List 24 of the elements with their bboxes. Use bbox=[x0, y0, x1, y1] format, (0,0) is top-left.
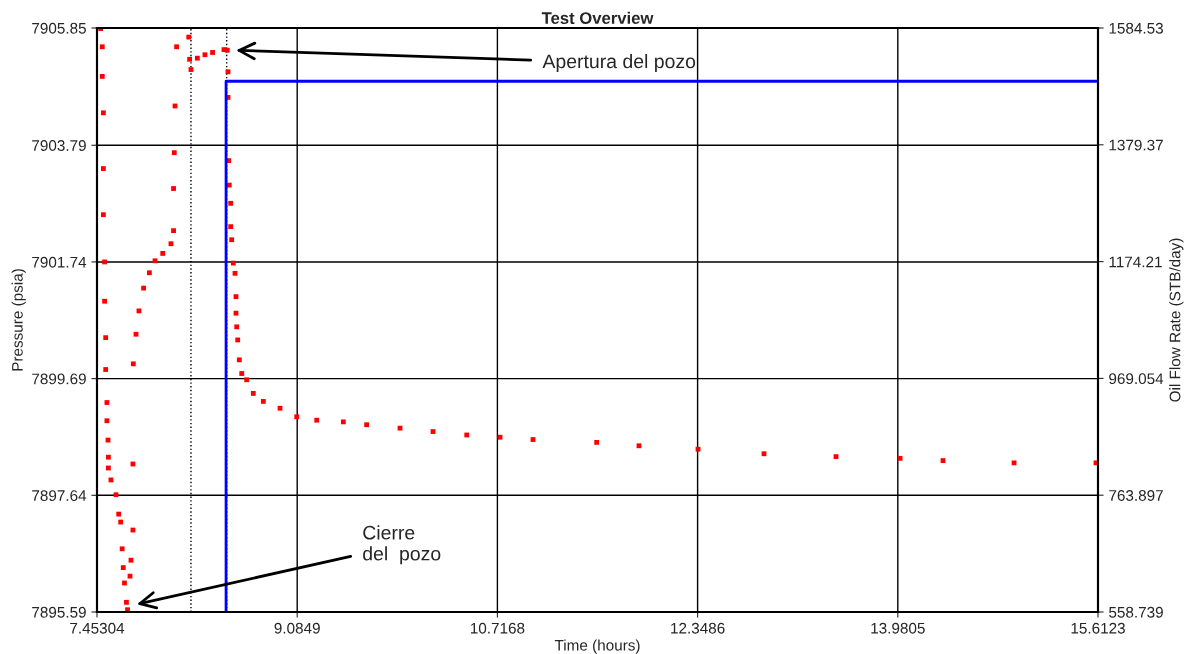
y2-tick-label: 1379.37 bbox=[1109, 139, 1163, 151]
y2-tick-label: 1174.21 bbox=[1109, 256, 1162, 268]
y2-axis-title: Oil Flow Rate (STB/day) bbox=[1169, 238, 1184, 402]
y-tick-label: 7895.59 bbox=[32, 606, 86, 618]
x-tick-label: 13.9805 bbox=[871, 622, 925, 634]
annotation: Apertura del pozo bbox=[542, 53, 696, 73]
annotation: Cierre del pozo bbox=[363, 525, 441, 565]
y-tick-label: 7899.69 bbox=[32, 373, 86, 385]
y2-tick-label: 763.897 bbox=[1109, 490, 1163, 501]
y2-tick-label: 969.054 bbox=[1109, 373, 1164, 385]
chart-title: Test Overview bbox=[541, 11, 654, 24]
x-tick-label: 9.0849 bbox=[274, 622, 320, 634]
x-tick-label: 10.7168 bbox=[470, 622, 525, 634]
y2-tick-label: 1584.53 bbox=[1109, 22, 1163, 34]
y-tick-label: 7905.85 bbox=[32, 22, 86, 34]
y2-tick-label: 558.739 bbox=[1109, 606, 1163, 618]
x-tick-label: 12.3486 bbox=[671, 622, 725, 634]
x-tick-label: 7.45304 bbox=[70, 622, 125, 634]
x-tick-label: 15.6123 bbox=[1071, 622, 1125, 634]
x-axis-title: Time (hours) bbox=[554, 639, 640, 654]
y-tick-label: 7901.74 bbox=[32, 256, 87, 268]
y-tick-label: 7903.79 bbox=[32, 140, 86, 151]
y-tick-label: 7897.64 bbox=[32, 490, 87, 501]
y-axis-title: Pressure (psia) bbox=[11, 269, 26, 371]
